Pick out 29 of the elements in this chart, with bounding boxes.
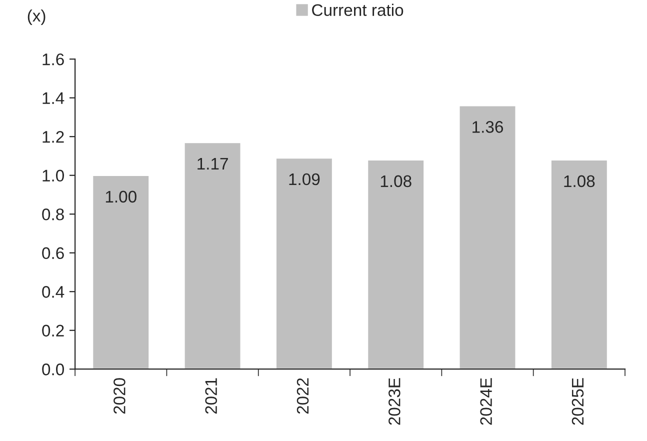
y-tick-label: 1.6 <box>42 53 64 66</box>
x-tick-label: 2025E <box>572 378 584 425</box>
y-tick-label: 0.2 <box>42 324 64 337</box>
bar <box>275 157 334 370</box>
bar <box>92 174 150 370</box>
y-tick-label: 1.4 <box>42 92 64 104</box>
bar <box>366 159 425 370</box>
y-axis-title: (x) <box>28 9 46 25</box>
data-label: 1.00 <box>106 190 136 203</box>
y-tick-label: 0.4 <box>42 286 64 298</box>
bar <box>183 142 242 370</box>
y-tick-label: 0.6 <box>42 247 64 260</box>
x-tick-label: 2023E <box>388 378 400 425</box>
y-tick-label: 0.8 <box>42 208 64 220</box>
data-label: 1.17 <box>198 158 228 170</box>
data-label: 1.36 <box>472 121 503 133</box>
x-tick-label: 2022 <box>296 378 309 414</box>
x-tick-label: 2024E <box>480 378 492 425</box>
x-tick-label: 2021 <box>205 378 218 414</box>
y-tick-label: 1.0 <box>42 170 64 182</box>
y-tick-label: 0.0 <box>42 364 64 376</box>
y-tick-label: 1.2 <box>42 131 64 143</box>
legend-label: Current ratio <box>312 4 404 16</box>
data-label: 1.09 <box>289 173 320 186</box>
bar <box>458 104 517 370</box>
bar <box>550 159 608 370</box>
data-label: 1.08 <box>380 175 412 188</box>
x-tick-label: 2020 <box>114 378 126 414</box>
data-label: 1.08 <box>564 175 595 188</box>
